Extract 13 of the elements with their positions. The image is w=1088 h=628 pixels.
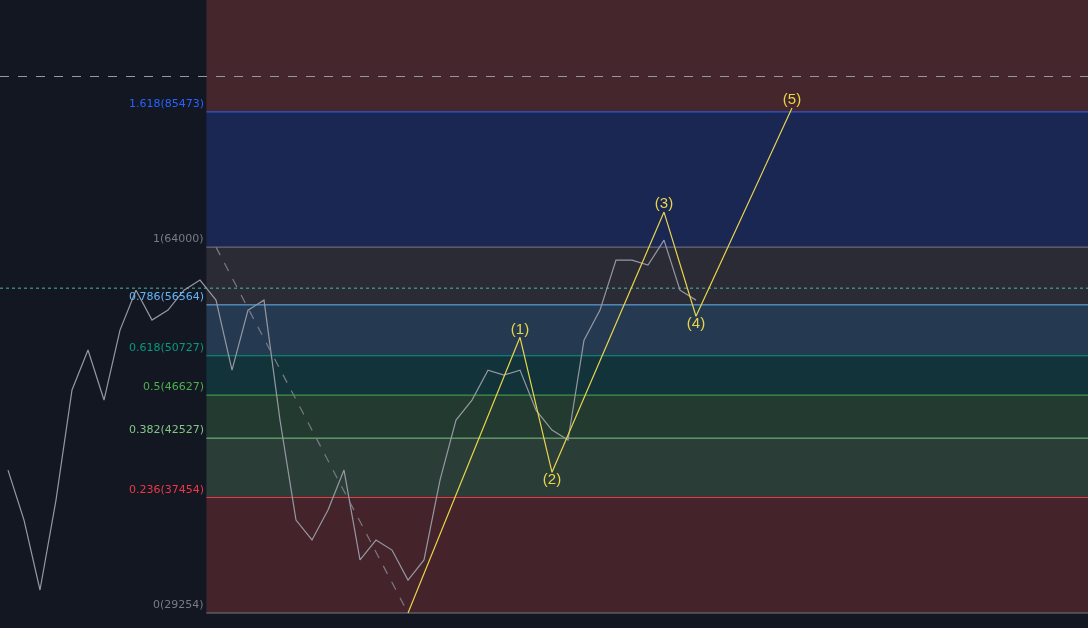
annotation: (2) <box>542 469 562 487</box>
ref-line-label: 0.618(50727) <box>129 341 205 354</box>
annotation: (1) <box>510 319 530 337</box>
annotation: (3) <box>654 194 674 212</box>
ref-line-label: 0.5(46627) <box>143 380 205 393</box>
annotation: (5) <box>782 90 802 108</box>
ref-line-label: 0.382(42527) <box>129 423 205 436</box>
ref-line-label: 1(64000) <box>153 232 204 245</box>
ref-line-label: 0(29254) <box>153 598 204 611</box>
annotation: (4) <box>686 313 706 331</box>
ref-line-label: 0.236(37454) <box>129 483 205 496</box>
ref-line-label: 0.786(56564) <box>129 290 205 303</box>
ref-line-label: 1.618(85473) <box>129 97 205 110</box>
